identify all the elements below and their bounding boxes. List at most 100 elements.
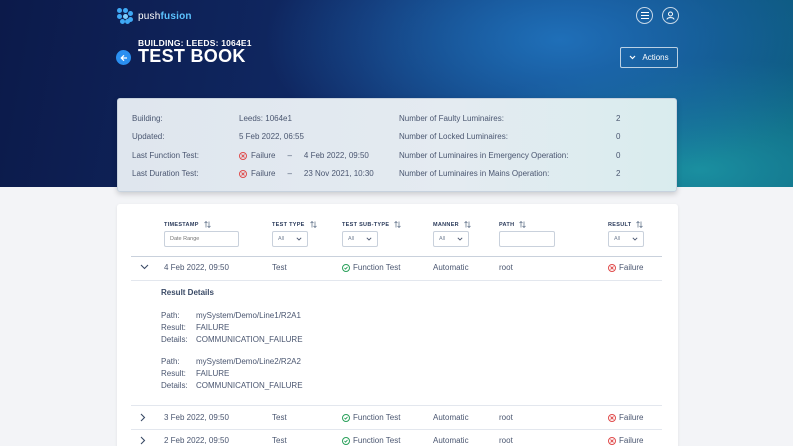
row-divider <box>131 280 662 281</box>
check-circle-icon <box>342 436 350 445</box>
back-button[interactable] <box>116 50 131 65</box>
test-type-filter[interactable]: All <box>272 231 308 247</box>
row-manner: Automatic <box>433 413 469 422</box>
row-divider <box>131 405 662 406</box>
last-function-test-label: Last Function Test: <box>132 151 199 160</box>
timestamp-filter[interactable] <box>164 231 239 247</box>
sort-icon <box>464 221 471 228</box>
row-result: Failure <box>608 436 643 445</box>
check-circle-icon <box>342 413 350 422</box>
actions-button[interactable]: Actions <box>620 47 678 68</box>
building-summary-panel: Building: Leeds: 1064e1 Number of Faulty… <box>117 98 677 192</box>
row-timestamp: 4 Feb 2022, 09:50 <box>164 263 229 272</box>
test-results-table: TIMESTAMP TEST TYPE TEST SUB-TYPE MANNER… <box>117 204 678 446</box>
result-details-panel: Result Details Path: mySystem/Demo/Line1/… <box>161 288 303 390</box>
locked-luminaires-label: Number of Locked Luminaires: <box>399 132 508 141</box>
row-timestamp: 2 Feb 2022, 09:50 <box>164 436 229 445</box>
building-breadcrumb: BUILDING: LEEDS: 1064E1 <box>138 38 252 48</box>
failure-icon <box>239 169 247 178</box>
user-profile-button[interactable] <box>662 7 679 24</box>
chevron-down-icon <box>457 237 463 241</box>
sort-icon <box>309 221 317 228</box>
mains-luminaires-label: Number of Luminaires in Mains Operation: <box>399 169 550 178</box>
updated-label: Updated: <box>132 132 165 141</box>
row-test-type: Test <box>272 436 287 445</box>
detail-path: mySystem/Demo/Line2/R2A2 <box>196 356 301 366</box>
page-title: TEST BOOK <box>138 46 246 66</box>
chevron-right-icon <box>140 436 146 445</box>
last-duration-test-date: 23 Nov 2021, 10:30 <box>303 169 374 178</box>
column-header-test-type[interactable]: TEST TYPE <box>272 221 317 228</box>
row-manner: Automatic <box>433 436 469 445</box>
arrow-left-icon <box>119 54 127 61</box>
column-header-result[interactable]: RESULT <box>608 221 644 228</box>
row-path: root <box>499 263 513 272</box>
last-duration-test-result: Failure – 23 Nov 2021, 10:30 <box>239 169 374 178</box>
locked-luminaires-value: 0 <box>616 132 621 141</box>
last-duration-test-label: Last Duration Test: <box>132 169 199 178</box>
header-divider <box>131 256 662 257</box>
table-row[interactable]: 2 Feb 2022, 09:50 Test Function Test Aut… <box>131 430 662 446</box>
date-range-input[interactable] <box>170 236 233 242</box>
last-function-test-result: Failure – 4 Feb 2022, 09:50 <box>239 151 369 160</box>
chevron-down-icon <box>632 237 638 241</box>
column-header-timestamp[interactable]: TIMESTAMP <box>164 221 211 228</box>
result-filter[interactable]: All <box>608 231 644 247</box>
column-header-manner[interactable]: MANNER <box>433 221 471 228</box>
building-label: Building: <box>132 114 163 123</box>
table-row[interactable]: 3 Feb 2022, 09:50 Test Function Test Aut… <box>131 407 662 429</box>
chevron-down-icon <box>629 55 636 60</box>
result-details-title: Result Details <box>161 288 214 297</box>
pushfusion-logo[interactable]: pushfusion <box>117 8 192 24</box>
failure-icon <box>239 151 247 160</box>
actions-label: Actions <box>642 53 669 62</box>
row-path: root <box>499 436 513 445</box>
test-sub-type-filter[interactable]: All <box>342 231 378 247</box>
row-sub-type: Function Test <box>342 413 400 422</box>
faulty-luminaires-label: Number of Faulty Luminaires: <box>399 114 504 123</box>
sort-icon <box>519 221 527 228</box>
chevron-down-icon <box>296 237 302 241</box>
chevron-right-icon <box>140 413 146 422</box>
row-test-type: Test <box>272 263 287 272</box>
detail-details: COMMUNICATION_FAILURE <box>196 380 303 390</box>
failure-icon <box>608 263 616 272</box>
failure-icon <box>608 436 616 445</box>
detail-result: FAILURE <box>196 322 230 332</box>
menu-icon <box>640 12 649 19</box>
path-filter-input[interactable] <box>505 236 549 242</box>
chevron-down-icon <box>366 237 372 241</box>
row-sub-type: Function Test <box>342 263 400 272</box>
row-result: Failure <box>608 413 643 422</box>
row-timestamp: 3 Feb 2022, 09:50 <box>164 413 229 422</box>
row-manner: Automatic <box>433 263 469 272</box>
building-value: Leeds: 1064e1 <box>239 114 292 123</box>
updated-value: 5 Feb 2022, 06:55 <box>239 132 304 141</box>
sort-icon <box>203 221 211 228</box>
column-header-path[interactable]: PATH <box>499 221 527 228</box>
detail-path: mySystem/Demo/Line1/R2A1 <box>196 310 301 320</box>
faulty-luminaires-value: 2 <box>616 114 621 123</box>
sort-icon <box>636 221 644 228</box>
sort-icon <box>394 221 402 228</box>
mains-luminaires-value: 2 <box>616 169 621 178</box>
logo-icon <box>117 8 133 24</box>
expand-row-button[interactable] <box>140 436 146 446</box>
column-header-test-sub-type[interactable]: TEST SUB-TYPE <box>342 221 402 228</box>
row-sub-type: Function Test <box>342 436 400 445</box>
last-function-test-date: 4 Feb 2022, 09:50 <box>303 151 369 160</box>
expand-row-button[interactable] <box>140 413 146 424</box>
menu-button[interactable] <box>636 7 653 24</box>
emergency-luminaires-label: Number of Luminaires in Emergency Operat… <box>399 151 569 160</box>
row-result: Failure <box>608 263 643 272</box>
detail-result: FAILURE <box>196 368 230 378</box>
collapse-row-button[interactable] <box>140 263 149 272</box>
path-filter[interactable] <box>499 231 555 247</box>
check-circle-icon <box>342 263 350 272</box>
logo-wordmark: pushfusion <box>138 10 192 22</box>
manner-filter[interactable]: All <box>433 231 469 247</box>
row-path: root <box>499 413 513 422</box>
table-row[interactable]: 4 Feb 2022, 09:50 Test Function Test Aut… <box>131 257 662 279</box>
chevron-down-icon <box>140 264 149 270</box>
user-icon <box>666 11 675 20</box>
